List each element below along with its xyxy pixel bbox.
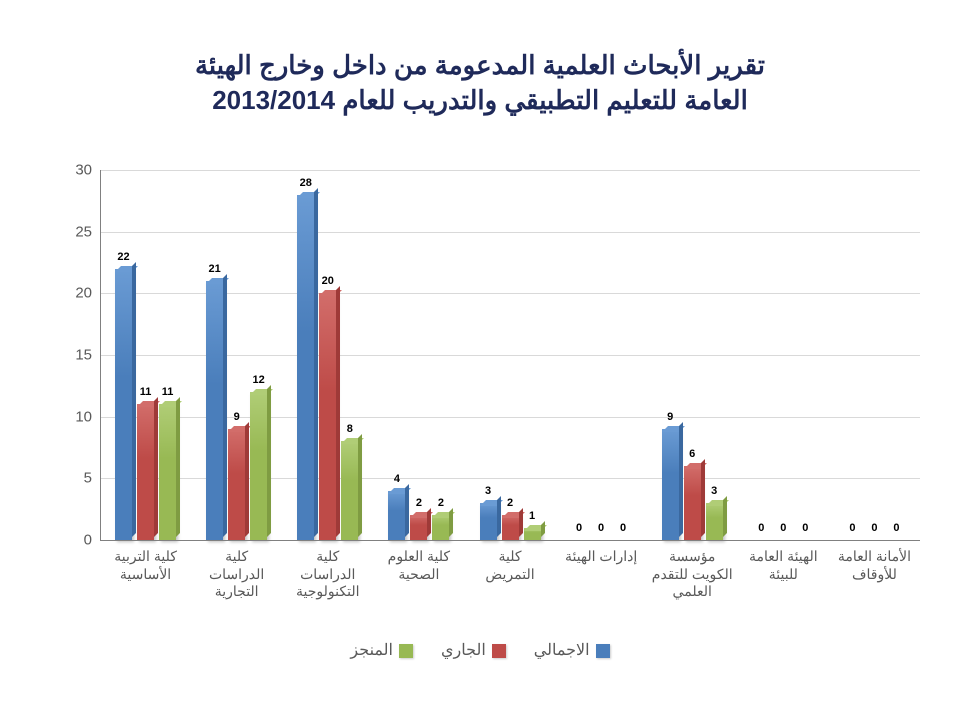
legend-item: الاجمالي: [534, 640, 610, 660]
x-tick-label: كلية التمريض: [464, 548, 555, 583]
bar: [866, 170, 883, 540]
bar: [888, 170, 905, 540]
bar: [615, 170, 632, 540]
data-label: 20: [315, 275, 341, 287]
chart-container: تقرير الأبحاث العلمية المدعومة من داخل و…: [0, 0, 960, 720]
data-label: 0: [792, 522, 818, 534]
bar: [319, 170, 336, 540]
bar: [297, 170, 314, 540]
bar: [502, 170, 519, 540]
x-tick-label: الأمانة العامة للأوقاف: [829, 548, 920, 583]
bar: [571, 170, 588, 540]
data-label: 3: [701, 485, 727, 497]
legend-swatch: [492, 644, 506, 658]
bar: [228, 170, 245, 540]
bar: [593, 170, 610, 540]
bar: [753, 170, 770, 540]
legend-item: الجاري: [441, 640, 506, 660]
legend-label: الجاري: [441, 642, 486, 659]
x-tick-label: كلية الدراسات التكنولوجية: [282, 548, 373, 601]
data-label: 22: [111, 251, 137, 263]
bar: [206, 170, 223, 540]
data-label: 0: [610, 522, 636, 534]
plot-area: 2211112191228208422321000963000000: [100, 170, 920, 540]
legend-label: الاجمالي: [534, 642, 590, 659]
data-label: 8: [337, 423, 363, 435]
legend-swatch: [399, 644, 413, 658]
legend: الاجمالي الجاري المنجز: [0, 640, 960, 660]
data-label: 0: [883, 522, 909, 534]
legend-item: المنجز: [350, 640, 413, 660]
y-axis-line: [100, 170, 101, 540]
bar: [137, 170, 154, 540]
data-label: 4: [384, 473, 410, 485]
data-label: 11: [155, 386, 181, 398]
data-label: 28: [293, 177, 319, 189]
y-tick-label: 20: [52, 285, 92, 302]
data-label: 2: [428, 497, 454, 509]
bar: [524, 170, 541, 540]
data-label: 1: [519, 510, 545, 522]
y-tick-label: 0: [52, 532, 92, 549]
y-tick-label: 5: [52, 470, 92, 487]
chart-title: تقرير الأبحاث العلمية المدعومة من داخل و…: [0, 48, 960, 118]
bar: [410, 170, 427, 540]
bar: [797, 170, 814, 540]
legend-swatch: [596, 644, 610, 658]
bar: [684, 170, 701, 540]
bar: [115, 170, 132, 540]
bar: [775, 170, 792, 540]
data-label: 2: [497, 497, 523, 509]
data-label: 3: [475, 485, 501, 497]
x-tick-label: الهيئة العامة للبيئة: [738, 548, 829, 583]
x-tick-label: كلية التربية الأساسية: [100, 548, 191, 583]
x-tick-label: كلية العلوم الصحية: [373, 548, 464, 583]
y-tick-label: 25: [52, 223, 92, 240]
x-axis-line: [100, 540, 920, 541]
x-tick-label: إدارات الهيئة: [556, 548, 647, 566]
y-tick-label: 10: [52, 408, 92, 425]
data-label: 6: [679, 448, 705, 460]
data-label: 9: [224, 411, 250, 423]
data-label: 12: [246, 374, 272, 386]
bar: [844, 170, 861, 540]
bar: [250, 170, 267, 540]
data-label: 21: [202, 263, 228, 275]
y-tick-label: 30: [52, 162, 92, 179]
bar: [159, 170, 176, 540]
x-tick-label: مؤسسة الكويت للتقدم العلمي: [647, 548, 738, 601]
bar: [432, 170, 449, 540]
x-tick-label: كلية الدراسات التجارية: [191, 548, 282, 601]
bar: [662, 170, 679, 540]
legend-label: المنجز: [350, 642, 393, 659]
y-tick-label: 15: [52, 347, 92, 364]
data-label: 9: [657, 411, 683, 423]
bar: [341, 170, 358, 540]
